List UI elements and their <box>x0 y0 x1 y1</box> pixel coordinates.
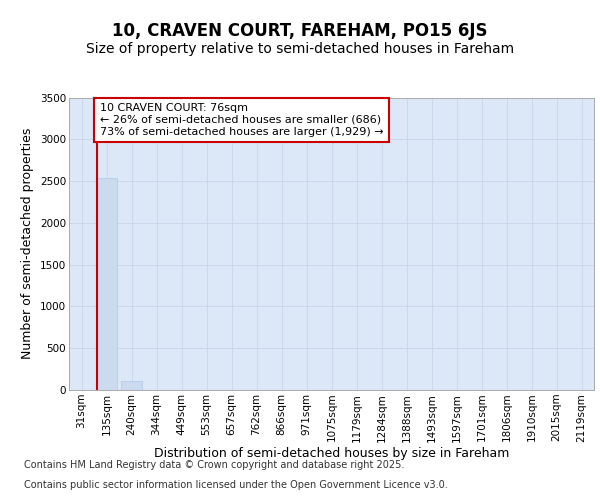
Bar <box>121 381 142 390</box>
Text: Contains public sector information licensed under the Open Government Licence v3: Contains public sector information licen… <box>24 480 448 490</box>
Y-axis label: Number of semi-detached properties: Number of semi-detached properties <box>22 128 34 360</box>
Text: 10 CRAVEN COURT: 76sqm
← 26% of semi-detached houses are smaller (686)
73% of se: 10 CRAVEN COURT: 76sqm ← 26% of semi-det… <box>100 104 383 136</box>
Text: Size of property relative to semi-detached houses in Fareham: Size of property relative to semi-detach… <box>86 42 514 56</box>
X-axis label: Distribution of semi-detached houses by size in Fareham: Distribution of semi-detached houses by … <box>154 447 509 460</box>
Text: 10, CRAVEN COURT, FAREHAM, PO15 6JS: 10, CRAVEN COURT, FAREHAM, PO15 6JS <box>112 22 488 40</box>
Text: Contains HM Land Registry data © Crown copyright and database right 2025.: Contains HM Land Registry data © Crown c… <box>24 460 404 470</box>
Bar <box>96 178 117 390</box>
